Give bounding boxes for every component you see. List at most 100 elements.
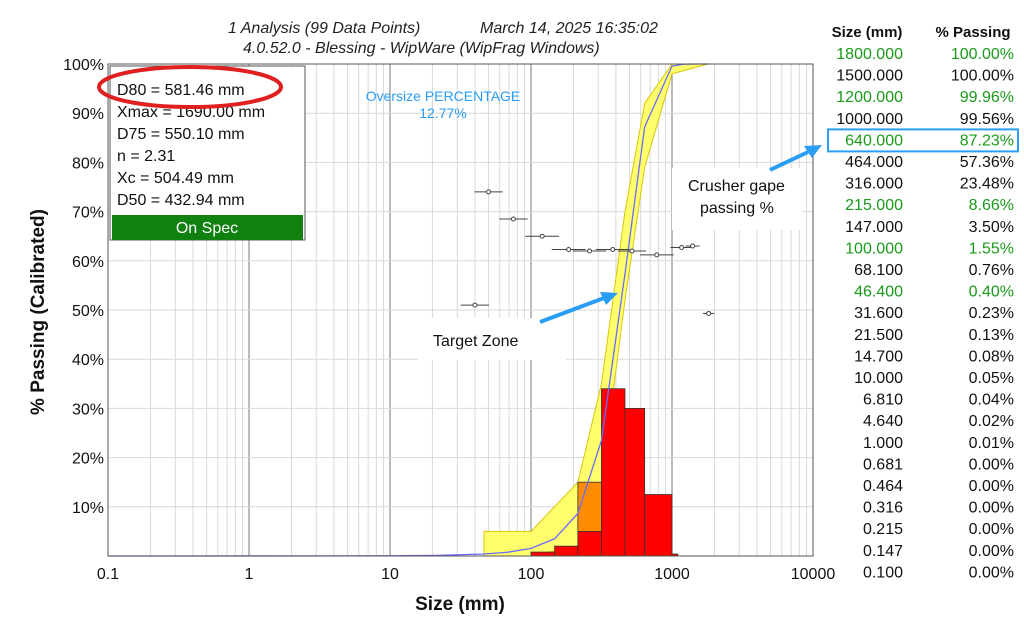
table-cell-size: 0.215 [863, 521, 903, 538]
table-cell-passing: 0.00% [969, 500, 1014, 517]
histogram-bar [530, 551, 555, 557]
scatter-point [539, 233, 545, 239]
table-cell-passing: 0.05% [969, 370, 1014, 387]
size-table: Size (mm) % Passing 1800.000 100.00% 1500.… [827, 24, 1019, 581]
table-cell-size: 6.810 [863, 392, 903, 409]
crusher-label-1: Crusher gape [688, 178, 785, 195]
d80-highlight-circle [97, 65, 283, 109]
crusher-callout: Crusher gape passing % [672, 145, 822, 230]
x-tick-label: 100 [518, 566, 545, 583]
x-tick-label: 0.1 [97, 566, 119, 583]
stat-d80: D80 = 581.46 mm [117, 82, 245, 99]
table-row-highlight [827, 128, 1019, 153]
x-tick-label: 1000 [654, 566, 690, 583]
stat-xmax: Xmax = 1690.00 mm [117, 104, 265, 121]
x-axis-label: Size (mm) [415, 594, 505, 615]
header-datetime: March 14, 2025 16:35:02 [480, 20, 658, 37]
y-tick-label: 30% [72, 401, 104, 418]
table-cell-passing: 100.00% [951, 68, 1014, 85]
table-cell-passing: 0.04% [969, 392, 1014, 409]
table-cell-passing: 99.56% [960, 111, 1014, 128]
header-version: 4.0.52.0 - Blessing - WipWare (WipFrag W… [243, 40, 600, 57]
table-cell-passing: 87.23% [960, 132, 1014, 149]
crusher-label-2: passing % [700, 200, 774, 217]
table-header-passing: % Passing [935, 24, 1010, 41]
y-tick-label: 100% [63, 57, 104, 74]
x-tick-label: 1 [245, 566, 254, 583]
table-cell-size: 1000.000 [836, 111, 903, 128]
table-cell-passing: 0.00% [969, 521, 1014, 538]
scatter-points [460, 189, 715, 316]
target-zone-arrow [539, 296, 605, 324]
y-tick-label: 90% [72, 106, 104, 123]
table-cell-passing: 0.76% [969, 262, 1014, 279]
table-cell-size: 100.000 [845, 240, 903, 257]
status-badge-label: On Spec [176, 220, 238, 237]
tick-labels: 0.1 1 10 100 1000 10000 10% 20% 30% 40% 50% 60% 70% 8… [63, 57, 835, 583]
table-cell-passing: 0.40% [969, 284, 1014, 301]
table-cell-passing: 99.96% [960, 89, 1014, 106]
table-cell-size: 1800.000 [836, 46, 903, 63]
plot-border [107, 63, 814, 557]
target-zone-label: Target Zone [433, 333, 518, 350]
crusher-box [672, 168, 802, 230]
histogram-bar [644, 494, 673, 557]
table-cell-size: 1.000 [863, 435, 903, 452]
table-cell-passing: 0.00% [969, 478, 1014, 495]
histogram [530, 388, 679, 557]
scatter-point [486, 189, 492, 195]
table-cell-size: 215.000 [845, 197, 903, 214]
scatter-point [654, 252, 660, 258]
stat-xc: Xc = 504.49 mm [117, 170, 234, 187]
target-zone-box [418, 318, 566, 360]
table-cell-size: 0.100 [863, 564, 903, 581]
y-tick-label: 20% [72, 451, 104, 468]
table-cell-passing: 0.00% [969, 456, 1014, 473]
table-cell-passing: 0.00% [969, 543, 1014, 560]
histogram-bar [624, 407, 646, 557]
y-tick-label: 40% [72, 352, 104, 369]
histogram-bar [554, 545, 579, 557]
oversize-value: 12.77% [419, 105, 466, 121]
scatter-point [629, 248, 635, 254]
scatter-point [706, 310, 712, 316]
table-cell-passing: 0.02% [969, 413, 1014, 430]
table-cell-size: 640.000 [845, 132, 903, 149]
stat-d50: D50 = 432.94 mm [117, 192, 245, 209]
table-cell-passing: 0.00% [969, 564, 1014, 581]
table-cell-size: 68.100 [854, 262, 903, 279]
table-cell-passing: 0.01% [969, 435, 1014, 452]
stat-n: n = 2.31 [117, 148, 175, 165]
table-header-size: Size (mm) [832, 24, 903, 41]
table-cell-passing: 0.23% [969, 305, 1014, 322]
y-tick-label: 10% [72, 500, 104, 517]
table-cell-size: 316.000 [845, 176, 903, 193]
y-axis-label: % Passing (Calibrated) [28, 209, 49, 415]
table-cell-passing: 0.13% [969, 327, 1014, 344]
stats-box: D80 = 581.46 mm Xmax = 1690.00 mm D75 = … [97, 65, 306, 241]
table-cell-passing: 1.55% [969, 240, 1014, 257]
table-cell-size: 147.000 [845, 219, 903, 236]
x-tick-label: 10 [381, 566, 399, 583]
scatter-point [510, 216, 516, 222]
scatter-point [679, 245, 685, 251]
y-tick-label: 80% [72, 155, 104, 172]
scatter-point [472, 302, 478, 308]
y-tick-label: 50% [72, 303, 104, 320]
table-cell-size: 4.640 [863, 413, 903, 430]
table-cell-size: 21.500 [854, 327, 903, 344]
table-cell-size: 31.600 [854, 305, 903, 322]
target-zone-arrowhead [600, 292, 618, 305]
scatter-point [587, 248, 593, 254]
y-tick-label: 70% [72, 205, 104, 222]
scatter-point [566, 246, 572, 252]
table-cell-passing: 8.66% [969, 197, 1014, 214]
crusher-arrow [769, 150, 809, 172]
table-cell-size: 0.316 [863, 500, 903, 517]
table-cell-passing: 100.00% [951, 46, 1014, 63]
y-tick-label: 60% [72, 254, 104, 271]
header-analysis: 1 Analysis (99 Data Points) [228, 20, 420, 37]
table-cell-passing: 57.36% [960, 154, 1014, 171]
scatter-point [690, 243, 696, 249]
table-cell-size: 46.400 [854, 284, 903, 301]
